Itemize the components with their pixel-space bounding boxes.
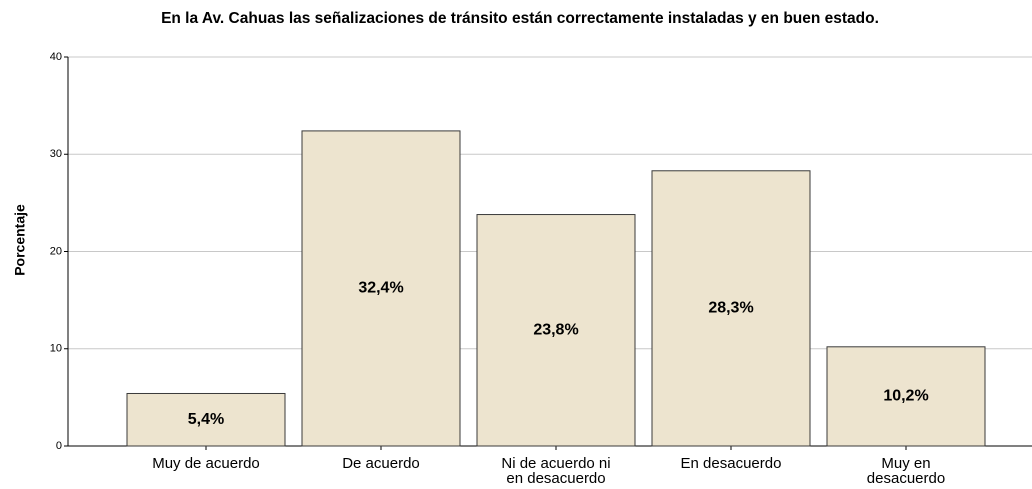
data-label: 23,8% xyxy=(533,321,578,338)
x-tick-label: En desacuerdo xyxy=(680,455,782,472)
y-tick-label: 0 xyxy=(56,440,62,452)
y-tick-label: 20 xyxy=(50,245,62,257)
y-tick-label: 30 xyxy=(50,148,62,160)
data-label: 5,4% xyxy=(188,411,224,428)
x-tick-label: De acuerdo xyxy=(342,455,420,472)
data-label: 32,4% xyxy=(358,280,403,297)
x-tick-label: Muy en desacuerdo xyxy=(866,455,946,487)
bar xyxy=(826,346,986,447)
data-label: 10,2% xyxy=(883,388,928,405)
data-label: 28,3% xyxy=(708,300,753,317)
x-tick-label: Ni de acuerdo ni en desacuerdo xyxy=(501,455,611,487)
bar xyxy=(476,214,636,447)
bar xyxy=(126,392,286,447)
bar xyxy=(651,170,811,447)
y-tick-label: 10 xyxy=(50,343,62,355)
y-axis-label: Porcentaje xyxy=(12,204,28,276)
y-tick-label: 40 xyxy=(50,51,62,63)
chart-title: En la Av. Cahuas las señalizaciones de t… xyxy=(161,10,879,27)
bar xyxy=(301,130,461,447)
x-tick-label: Muy de acuerdo xyxy=(152,455,260,472)
